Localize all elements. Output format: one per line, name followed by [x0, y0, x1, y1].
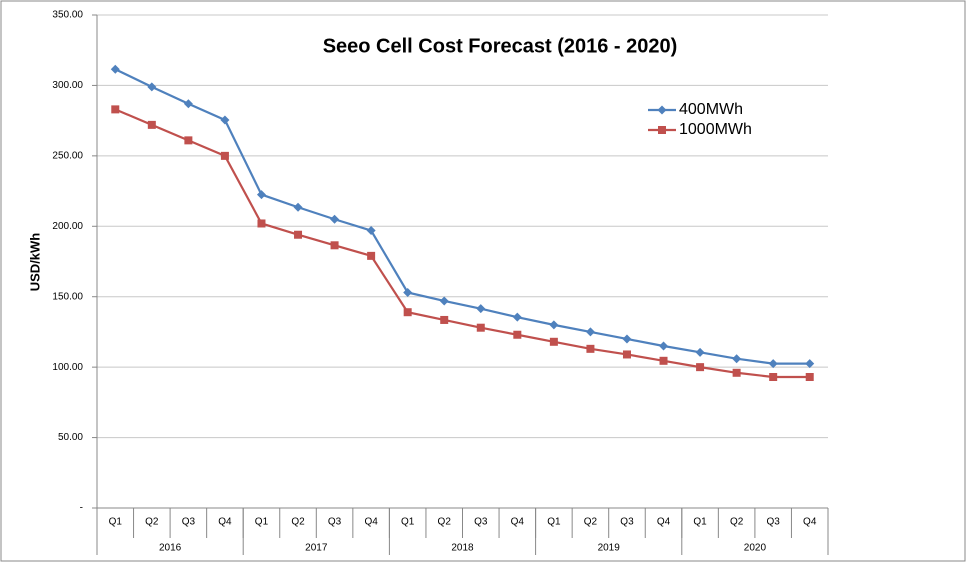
legend-marker [658, 126, 666, 134]
x-tick-label: Q3 [182, 517, 196, 528]
x-group-label: 2017 [305, 543, 328, 554]
y-tick-label: 200.00 [52, 221, 83, 232]
point-marker [256, 190, 266, 200]
point-marker [549, 337, 558, 346]
x-group-label: 2018 [451, 543, 474, 554]
point-marker [732, 354, 742, 364]
point-marker [183, 99, 193, 109]
point-marker [147, 82, 157, 92]
point-marker [111, 105, 120, 114]
y-tick-label: 300.00 [52, 80, 83, 91]
point-marker [440, 315, 449, 324]
x-tick-label: Q4 [803, 517, 817, 528]
point-marker [805, 373, 814, 382]
point-marker [220, 151, 229, 160]
y-tick-label: 350.00 [52, 10, 83, 21]
point-marker [220, 115, 230, 125]
x-tick-label: Q3 [767, 517, 781, 528]
x-tick-label: Q3 [328, 517, 342, 528]
x-tick-label: Q4 [218, 517, 232, 528]
point-marker [403, 308, 412, 317]
point-marker [294, 230, 303, 239]
point-marker [476, 323, 485, 332]
point-marker [330, 214, 340, 224]
point-marker [622, 334, 632, 344]
point-marker [586, 344, 595, 353]
point-marker [439, 296, 449, 306]
x-tick-label: Q4 [511, 517, 525, 528]
point-marker [476, 304, 486, 314]
x-group-label: 2019 [598, 543, 621, 554]
x-tick-label: Q2 [584, 517, 598, 528]
point-marker [512, 312, 522, 322]
x-tick-label: Q1 [109, 517, 123, 528]
point-marker [367, 251, 376, 260]
x-tick-label: Q4 [657, 517, 671, 528]
y-axis-title: USD/kWh [27, 233, 42, 292]
point-marker [257, 219, 266, 228]
point-marker [366, 226, 376, 236]
point-marker [659, 341, 669, 351]
x-tick-label: Q1 [693, 517, 707, 528]
y-tick-label: 150.00 [52, 291, 83, 302]
point-marker [659, 356, 668, 365]
x-tick-label: Q2 [145, 517, 159, 528]
x-tick-label: Q3 [620, 517, 634, 528]
y-tick-label: 50.00 [58, 432, 83, 443]
point-marker [513, 330, 522, 339]
point-marker [330, 241, 339, 250]
point-marker [184, 136, 193, 145]
x-tick-label: Q3 [474, 517, 488, 528]
point-marker [622, 350, 631, 359]
x-tick-label: Q1 [255, 517, 269, 528]
x-tick-label: Q2 [730, 517, 744, 528]
point-marker [695, 347, 705, 357]
series-line [114, 68, 810, 365]
series-line [114, 108, 810, 379]
point-marker [147, 120, 156, 129]
x-tick-label: Q1 [401, 517, 415, 528]
point-marker [110, 64, 120, 74]
point-marker [768, 359, 778, 369]
x-tick-label: Q2 [438, 517, 452, 528]
point-marker [769, 373, 778, 382]
x-tick-label: Q2 [291, 517, 305, 528]
y-tick-label: - [80, 503, 83, 514]
point-marker [585, 327, 595, 337]
y-tick-label: 250.00 [52, 150, 83, 161]
chart-title: Seeo Cell Cost Forecast (2016 - 2020) [323, 35, 678, 57]
x-tick-label: Q1 [547, 517, 561, 528]
point-marker [293, 202, 303, 212]
legend-marker [657, 105, 667, 115]
x-group-label: 2016 [159, 543, 182, 554]
x-tick-label: Q4 [364, 517, 378, 528]
x-group-label: 2020 [744, 543, 767, 554]
point-marker [403, 287, 413, 297]
y-tick-label: 100.00 [52, 362, 83, 373]
point-marker [805, 359, 815, 369]
legend-label: 1000MWh [679, 121, 752, 138]
point-marker [549, 320, 559, 330]
legend-label: 400MWh [679, 101, 743, 118]
point-marker [696, 363, 705, 372]
point-marker [732, 368, 741, 377]
